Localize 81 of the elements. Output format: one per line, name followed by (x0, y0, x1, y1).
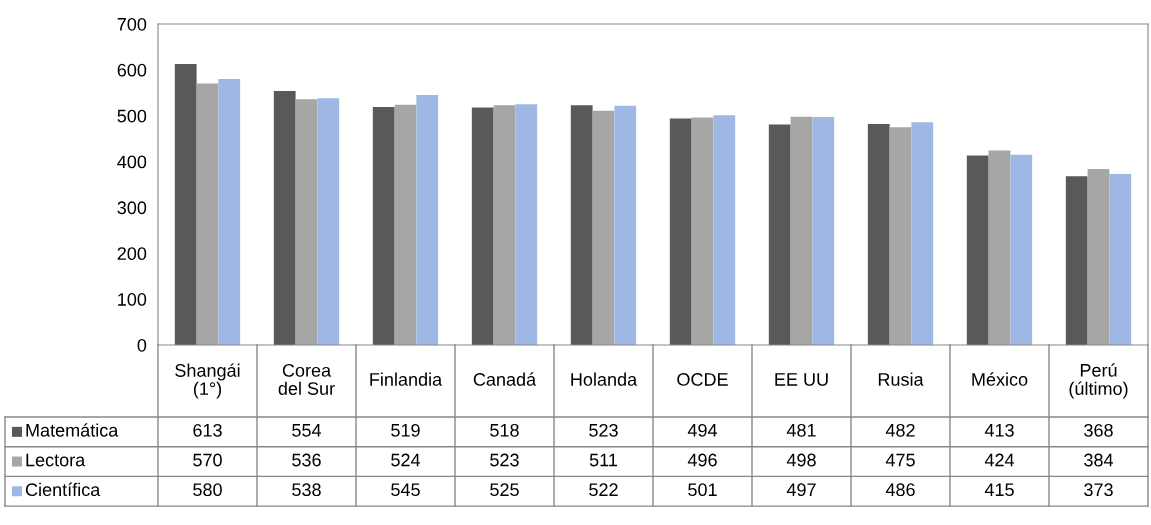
data-label: 511 (589, 453, 618, 467)
y-tick-label: 700 (117, 17, 147, 31)
data-label: 523 (490, 453, 519, 467)
y-tick-label: 600 (117, 63, 147, 77)
bar (493, 105, 516, 345)
data-label: 497 (786, 483, 816, 497)
bar (669, 118, 692, 345)
x-tick-label: EE UU (775, 373, 828, 386)
bar (174, 63, 197, 345)
bar (1065, 176, 1088, 345)
bar (394, 104, 417, 345)
data-label: 413 (984, 423, 1014, 437)
data-label: 415 (984, 483, 1014, 497)
y-tick-label: 300 (117, 201, 147, 215)
bar (768, 124, 791, 345)
bar (196, 83, 219, 345)
x-tick-label: Canadá (473, 372, 537, 386)
data-label: 373 (1084, 483, 1113, 497)
bar (867, 123, 890, 345)
bar (570, 105, 593, 345)
data-label: 613 (193, 423, 222, 437)
data-label: 524 (391, 453, 421, 467)
data-label: 538 (292, 483, 321, 497)
x-tick-label: México (972, 372, 1028, 386)
bar (713, 115, 736, 345)
x-tick-label: Corea del Sur (278, 363, 335, 395)
data-label: 501 (688, 483, 717, 497)
bar (471, 107, 494, 345)
legend-label: Lectora (26, 453, 86, 467)
data-label: 486 (885, 483, 915, 497)
bar (416, 95, 439, 345)
x-tick-label: Holanda (571, 372, 638, 386)
data-label: 518 (490, 423, 519, 437)
x-tick-label: Finlandia (370, 372, 443, 386)
data-label: 545 (391, 483, 420, 497)
x-tick-label: Perú (último) (1069, 363, 1128, 399)
data-label: 481 (786, 423, 816, 437)
data-label: 522 (589, 483, 618, 497)
bar (691, 117, 714, 345)
bar (812, 117, 835, 345)
data-label: 498 (786, 453, 816, 467)
bar (372, 107, 395, 345)
y-tick-label: 0 (137, 338, 147, 352)
bar (911, 122, 934, 345)
x-tick-label: Shangái (1°) (175, 363, 240, 399)
data-label: 482 (885, 423, 915, 437)
data-label: 523 (589, 423, 618, 437)
data-label: 424 (984, 453, 1015, 467)
data-label: 570 (193, 453, 222, 467)
data-label: 525 (490, 483, 519, 497)
data-label: 475 (885, 453, 915, 467)
legend-label: Matemática (26, 423, 119, 437)
bar (966, 155, 989, 345)
legend-label: Científica (25, 482, 101, 497)
y-tick-label: 400 (117, 155, 147, 169)
bar (592, 110, 615, 345)
data-label: 384 (1084, 453, 1114, 467)
bar (1109, 173, 1132, 345)
bar (988, 150, 1011, 345)
bar (295, 99, 318, 345)
data-label: 536 (292, 453, 321, 467)
bar (614, 105, 637, 345)
data-label: 494 (687, 423, 718, 437)
data-label: 496 (687, 453, 717, 467)
bar (317, 98, 340, 345)
data-label: 554 (292, 424, 322, 437)
y-tick-label: 100 (118, 293, 147, 306)
bar (889, 127, 912, 345)
bar (790, 116, 813, 345)
bar (1010, 154, 1033, 345)
y-tick-label: 200 (117, 247, 147, 261)
x-tick-label: OCDE (677, 373, 728, 386)
bar (218, 79, 241, 345)
bar (1087, 168, 1110, 345)
data-label: 368 (1084, 423, 1113, 437)
x-tick-label: Rusia (878, 372, 924, 386)
bar (515, 104, 538, 345)
y-tick-label: 500 (117, 109, 147, 123)
data-label: 519 (391, 423, 420, 437)
data-label: 580 (193, 483, 222, 497)
bar (273, 90, 296, 345)
